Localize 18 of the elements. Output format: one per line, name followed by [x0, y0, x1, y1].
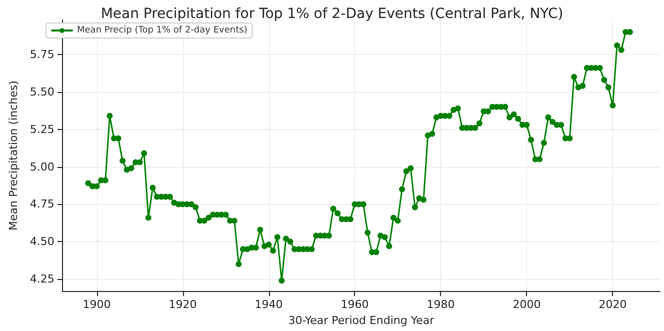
y-tick-label: 5.75	[30, 48, 54, 61]
x-tick-label: 1980	[426, 298, 455, 312]
x-tick-label: 1920	[168, 298, 197, 312]
y-tick-label: 4.75	[30, 198, 54, 211]
legend-label: Mean Precip (Top 1% of 2-day Events)	[77, 26, 248, 36]
chart-title: Mean Precipitation for Top 1% of 2-Day Events (Central Park, NYC)	[100, 6, 564, 22]
y-tick-label: 5.00	[30, 160, 54, 174]
y-tick-label: 4.50	[30, 235, 54, 248]
y-tick-label: 5.50	[30, 85, 54, 98]
y-tick-label: 4.25	[30, 272, 54, 286]
x-tick-label: 2020	[598, 298, 627, 312]
x-tick-label: 1940	[254, 298, 283, 312]
y-axis-title: Mean Precipitation (inches)	[7, 80, 20, 230]
x-tick-label: 2000	[512, 298, 541, 312]
y-tick-label: 5.25	[30, 122, 54, 136]
x-tick-label: 1900	[82, 298, 111, 312]
x-axis-title: 30-Year Period Ending Year	[288, 314, 435, 327]
x-tick-label: 1960	[340, 298, 369, 312]
